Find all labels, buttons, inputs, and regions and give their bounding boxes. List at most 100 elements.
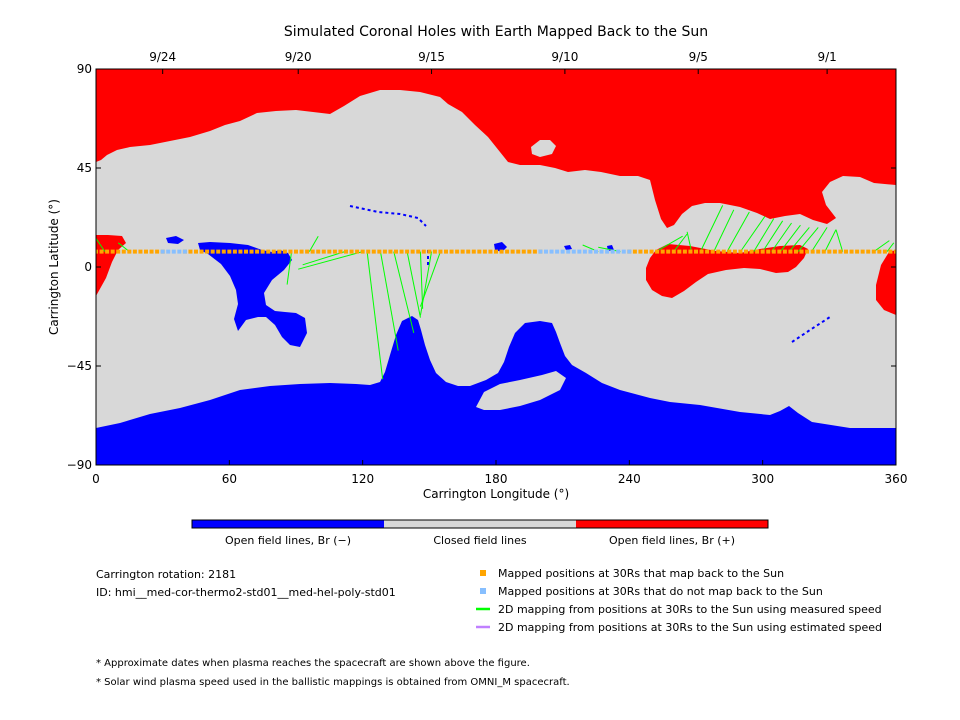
mapped-point	[144, 249, 148, 254]
mapped-point	[405, 249, 410, 254]
mapped-point	[844, 249, 848, 254]
legend-marker	[480, 588, 486, 594]
mapped-point	[738, 249, 743, 254]
unmapped-point	[577, 249, 582, 254]
mapped-point	[688, 249, 693, 254]
closed-island-south	[476, 371, 566, 410]
mapped-point	[449, 249, 454, 254]
mapping-line	[366, 251, 384, 380]
date-tick-label: 9/15	[418, 50, 445, 64]
mapped-point	[510, 249, 515, 254]
small-negative-hole-2	[494, 242, 507, 252]
colorbar-frame	[191, 519, 769, 529]
colorbar-label: Open field lines, Br (−)	[225, 534, 351, 547]
mapped-point	[782, 249, 787, 254]
mapped-point	[682, 249, 687, 254]
mapped-point	[194, 249, 198, 254]
date-tick-label: 9/24	[149, 50, 176, 64]
unmapped-point	[605, 249, 610, 254]
x-tick-label: 120	[351, 472, 374, 486]
mapping-line	[379, 251, 399, 351]
mapped-point	[338, 249, 343, 254]
limb-positive-hole-east	[876, 250, 896, 315]
mapping-line	[873, 240, 890, 253]
unmapped-point	[166, 249, 171, 254]
unmapped-point	[588, 249, 593, 254]
mapped-point	[299, 249, 304, 254]
mapping-line	[780, 224, 801, 252]
mapped-point	[205, 249, 210, 254]
mapping-points	[96, 249, 896, 254]
unmapped-point	[610, 249, 615, 254]
mapped-point	[866, 249, 871, 254]
unmapped-point	[566, 249, 571, 254]
mapped-point	[755, 249, 760, 254]
mapped-point	[421, 249, 426, 254]
mapping-line	[655, 235, 683, 253]
mapped-point	[788, 249, 793, 254]
mapping-line	[419, 251, 433, 316]
date-tick-label: 9/10	[551, 50, 578, 64]
x-tick-label: 0	[92, 472, 100, 486]
mapping-line	[740, 216, 766, 252]
x-axis-label: Carrington Longitude (°)	[423, 487, 569, 501]
mapped-point	[655, 249, 660, 254]
colorbar-segment	[576, 520, 768, 528]
mapped-point	[116, 249, 121, 254]
mapped-point	[816, 249, 821, 254]
mapped-point	[438, 249, 443, 254]
mapped-point	[666, 249, 671, 254]
mapped-point	[96, 249, 98, 254]
mapping-line	[308, 235, 319, 252]
mapping-line	[726, 211, 750, 252]
mapped-point	[888, 249, 893, 254]
mapped-point	[521, 249, 526, 254]
mapped-point	[660, 249, 665, 254]
unmapped-point	[594, 249, 598, 254]
legend-label: 2D mapping from positions at 30Rs to the…	[498, 603, 882, 616]
mapped-point	[677, 249, 682, 254]
mid-negative-hole	[198, 242, 307, 347]
mapping-line	[797, 227, 819, 252]
unmapped-point	[177, 249, 182, 254]
mapped-point	[760, 249, 765, 254]
mapped-point	[882, 249, 887, 254]
mapped-point	[316, 249, 321, 254]
unmapped-point	[538, 249, 543, 254]
mapping-line	[96, 238, 106, 252]
mapped-point	[294, 249, 298, 254]
chart-title: Simulated Coronal Holes with Earth Mappe…	[284, 24, 708, 40]
x-tick-label: 240	[618, 472, 641, 486]
footnote-2: * Solar wind plasma speed used in the ba…	[96, 677, 570, 688]
mapped-point	[399, 249, 404, 254]
unmapped-point	[182, 249, 187, 254]
mapped-point	[432, 249, 437, 254]
mapped-point	[810, 249, 815, 254]
mapped-point	[499, 249, 504, 254]
legend-label: Mapped positions at 30Rs that do not map…	[498, 585, 823, 598]
mapped-point	[366, 249, 371, 254]
y-tick-label: 90	[77, 62, 92, 76]
mapped-point	[827, 249, 832, 254]
mapped-point	[477, 249, 482, 254]
legend-label: 2D mapping from positions at 30Rs to the…	[498, 621, 882, 634]
mapped-point	[344, 249, 348, 254]
carrington-rotation: Carrington rotation: 2181	[96, 568, 236, 581]
equatorial-positive-hole	[646, 244, 808, 298]
footnote-1: * Approximate dates when plasma reaches …	[96, 658, 530, 669]
y-tick-label: −90	[67, 458, 92, 472]
negative-strip	[349, 205, 427, 227]
mapped-point	[794, 249, 798, 254]
mapped-point	[371, 249, 376, 254]
mapped-point	[127, 249, 132, 254]
mapping-line	[298, 251, 363, 270]
mapped-point	[188, 249, 193, 254]
mapped-point	[860, 249, 865, 254]
mapped-point	[871, 249, 876, 254]
mapping-line	[393, 251, 415, 334]
mapped-point	[427, 249, 432, 254]
mapped-point	[410, 249, 415, 254]
mapping-line	[302, 251, 346, 266]
x-axis: 0 60 120 180 240 300 360	[92, 460, 907, 486]
